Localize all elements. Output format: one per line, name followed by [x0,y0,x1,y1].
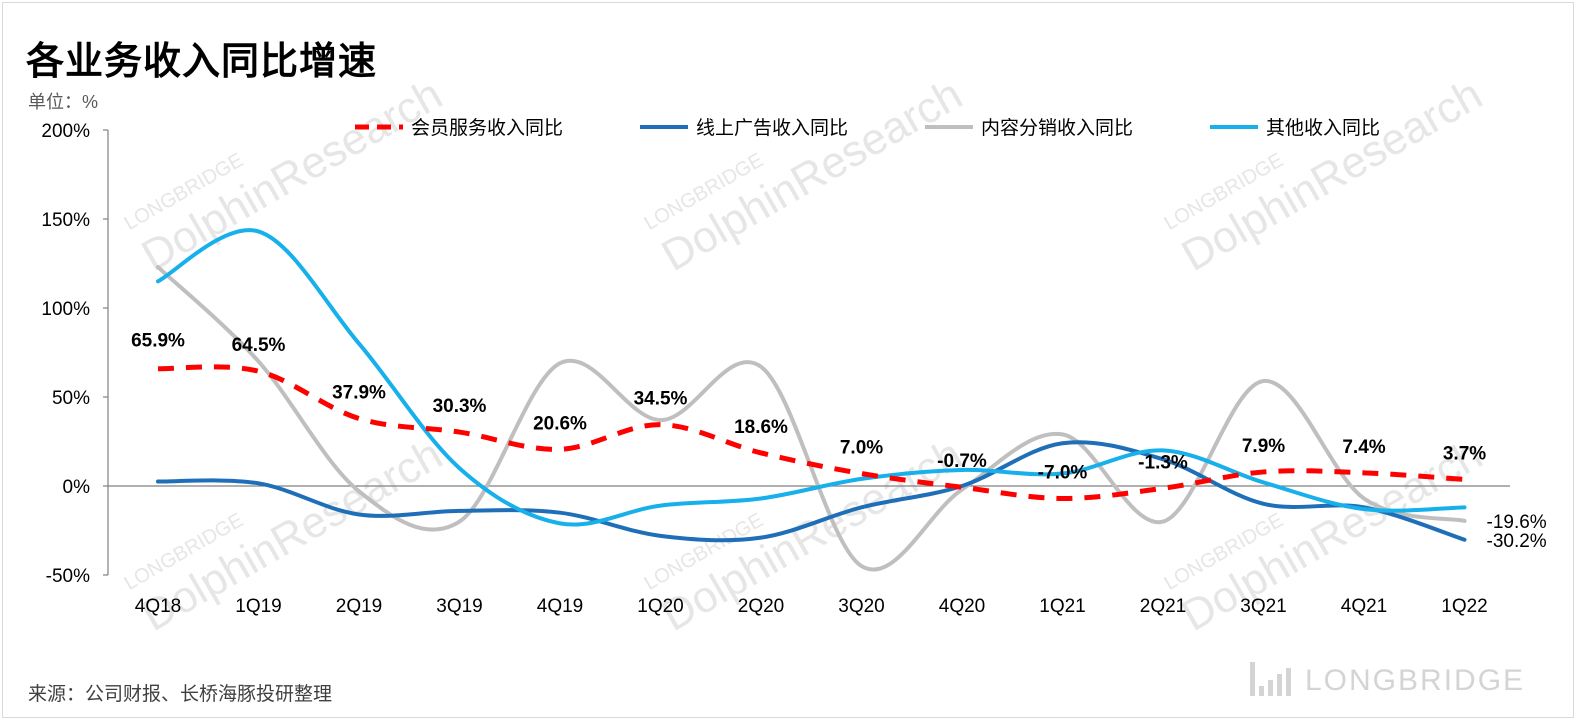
y-tick-label: 200% [41,121,90,142]
data-label-group: 65.9% 64.5% 37.9% 30.3% 20.6% 34.5% 18.6% 7.0% -… [131,331,1547,552]
x-tick-label: 4Q20 [939,596,985,617]
watermark-large-text: DolphinResearch [654,430,971,641]
data-label: 18.6% [734,417,788,438]
source-note: 来源：公司财报、长桥海豚投研整理 [28,684,333,705]
data-label: -1.3% [1138,452,1188,473]
y-tick-label: -50% [46,566,90,587]
data-label: -0.7% [937,451,987,472]
series-line-other [156,228,1467,527]
x-tick-label: 2Q19 [336,596,382,617]
data-label: 3.7% [1443,443,1486,464]
x-tick-label: 4Q21 [1341,596,1387,617]
data-label: 64.5% [232,335,286,356]
data-label: 7.9% [1242,436,1285,457]
brand-bars-icon [1250,662,1291,696]
x-tick-label: 2Q20 [738,596,784,617]
x-tick-label: 4Q19 [537,596,583,617]
x-tick-label: 2Q21 [1140,596,1186,617]
legend-label-content_distribution: 内容分销收入同比 [981,117,1133,139]
data-label: 34.5% [634,389,688,410]
legend-label-online_ads: 线上广告收入同比 [696,117,848,139]
brand-logo: LONGBRIDGE [1250,662,1525,696]
y-tick-label: 150% [41,210,90,231]
data-label: -7.0% [1038,462,1088,483]
x-tick-label: 4Q18 [135,596,181,617]
legend-label-other: 其他收入同比 [1266,117,1380,139]
y-tick-label: 100% [41,299,90,320]
end-label-online_ads: -30.2% [1487,531,1547,552]
x-tick-label: 1Q19 [235,596,281,617]
data-label: 30.3% [433,396,487,417]
x-tick-label: 3Q20 [838,596,884,617]
data-label: 7.0% [840,438,883,459]
data-label: 7.4% [1342,437,1385,458]
brand-text: LONGBRIDGE [1305,664,1526,697]
watermark-large-text: DolphinResearch [654,70,971,281]
page-title: 各业务收入同比增速 [26,39,378,83]
legend-label-membership: 会员服务收入同比 [411,117,563,139]
x-tick-label: 3Q21 [1240,596,1286,617]
watermark-large-text: DolphinResearch [1174,70,1491,281]
series-line-membership [157,364,1465,501]
series-line-content_distribution [156,265,1467,572]
y-tick-label: 0% [63,477,91,498]
data-label: 65.9% [131,331,185,352]
watermark-large-text: DolphinResearch [134,70,451,281]
x-tick-label: 1Q22 [1441,596,1487,617]
unit-label: 单位：% [28,92,99,112]
end-label-content_distribution: -19.6% [1487,512,1547,533]
x-tick-label: 1Q20 [637,596,683,617]
series-group [156,228,1467,572]
data-label: 37.9% [332,383,386,404]
y-tick-label: 50% [52,388,90,409]
series-line-online_ads [156,440,1467,543]
legend: 会员服务收入同比 线上广告收入同比 内容分销收入同比 其他收入同比 [355,117,1380,139]
x-tick-label: 3Q19 [436,596,482,617]
x-tick-label: 1Q21 [1039,596,1085,617]
data-label: 20.6% [533,413,587,434]
